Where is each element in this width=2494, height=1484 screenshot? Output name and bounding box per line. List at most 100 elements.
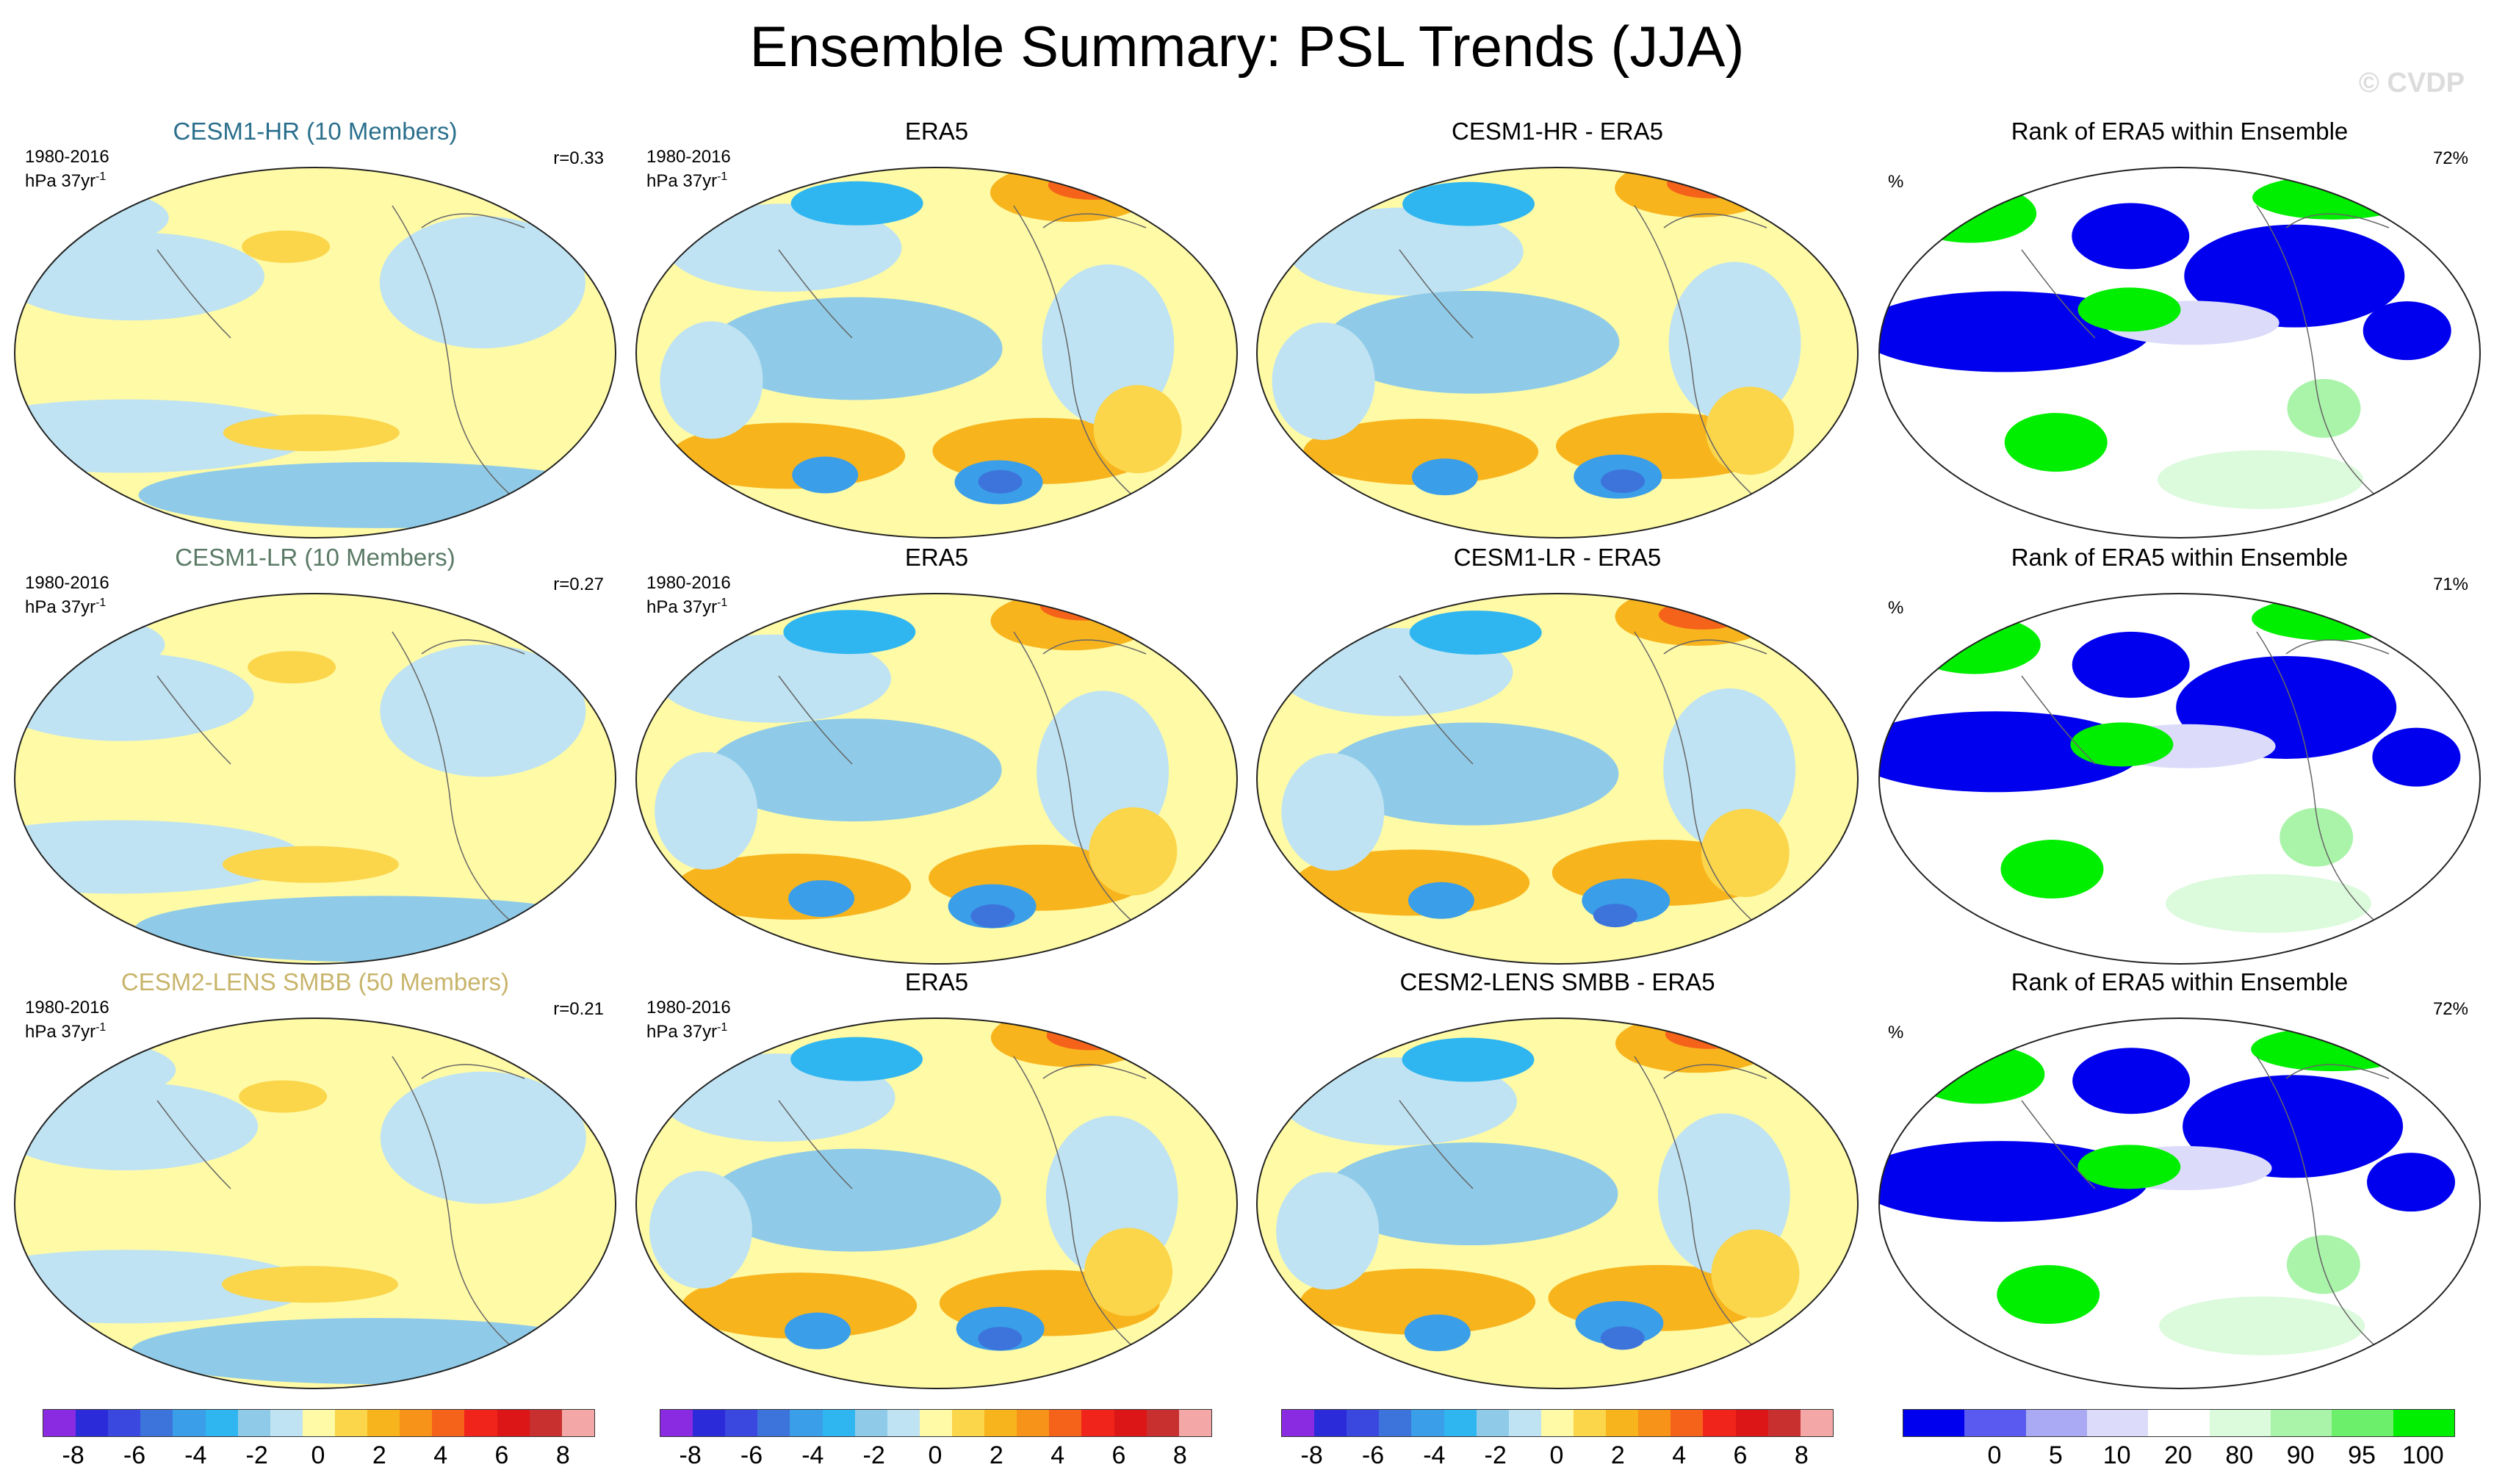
rank-region <box>2072 1048 2191 1114</box>
panel-meta: 1980-2016 hPa 37yr-1 <box>25 573 109 617</box>
map-border <box>635 1017 1238 1389</box>
map-border <box>14 1017 616 1389</box>
colorbar-swatch <box>1735 1410 1768 1436</box>
trend-region <box>1402 181 1535 226</box>
colorbar-swatch <box>205 1410 238 1436</box>
rank-unit-label: % <box>1888 172 1904 192</box>
colorbar-tick-label: -4 <box>1423 1441 1446 1469</box>
colorbar-swatch <box>367 1410 400 1436</box>
trend-region <box>1658 599 1747 630</box>
coastline <box>2021 631 2390 934</box>
colorbar-tick-label: -8 <box>1300 1441 1323 1469</box>
panel-title: ERA5 <box>904 968 969 995</box>
rank-region <box>2252 175 2415 220</box>
rank-region <box>2279 807 2354 867</box>
trend-region <box>1601 469 1646 494</box>
trend-region <box>707 718 1002 822</box>
panel-meta: 1980-2016 hPa 37yr-1 <box>646 998 731 1042</box>
rank-region <box>1879 711 2143 793</box>
colorbar-swatch <box>951 1410 985 1436</box>
trend-region <box>666 203 902 292</box>
figure-title: Ensemble Summary: PSL Trends (JJA) <box>749 14 1745 79</box>
colorbar-tick-label: 5 <box>2048 1441 2063 1469</box>
period-label: 1980-2016 <box>25 147 109 167</box>
coastline <box>2021 1056 2390 1358</box>
colorbar-swatch <box>1964 1410 2026 1436</box>
colorbar-tick-label: 4 <box>1050 1441 1065 1469</box>
colorbar-swatch <box>1671 1410 1704 1436</box>
rank-region <box>1879 291 2152 372</box>
map-field <box>1257 168 1858 538</box>
map-border <box>635 167 1238 539</box>
trend-region <box>1093 385 1182 474</box>
trend-region <box>792 456 859 494</box>
units-label: hPa 37yr-1 <box>646 170 728 191</box>
rank-region <box>2077 287 2181 332</box>
colorbar-swatch <box>1379 1410 1412 1436</box>
rank-region <box>1997 1265 2100 1325</box>
colorbar-swatch <box>2209 1410 2271 1436</box>
rank-percent-label: 71% <box>2432 574 2468 594</box>
colorbar-swatch <box>725 1410 758 1436</box>
trend-region <box>655 634 891 723</box>
trend-region <box>1408 882 1474 919</box>
panel-meta: 1980-2016 hPa 37yr-1 <box>25 998 109 1042</box>
colorbar-swatch <box>919 1410 952 1436</box>
trend-region <box>970 904 1015 928</box>
period-label: 1980-2016 <box>646 573 731 593</box>
colorbar-swatch <box>854 1410 887 1436</box>
trend-region <box>1272 322 1375 440</box>
panel-meta: 1980-2016 hPa 37yr-1 <box>25 147 109 191</box>
correlation-label: r=0.21 <box>553 999 604 1019</box>
trend-colorbar: -8 -6 -4 -2 0 2 4 6 8 <box>1281 1409 1834 1475</box>
trend-region <box>239 1080 328 1113</box>
trend-region <box>1084 1228 1173 1316</box>
map-field <box>1257 1018 1858 1388</box>
panel-title: CESM1-HR - ERA5 <box>1452 118 1663 145</box>
map-border <box>1256 593 1859 965</box>
rank-map <box>1878 593 2481 965</box>
trend-region <box>1600 1326 1645 1350</box>
map-field <box>15 168 616 538</box>
cvdp-watermark: © CVDP <box>2358 68 2465 98</box>
trend-region <box>15 232 264 321</box>
trend-region <box>1411 458 1478 496</box>
colorbar-tick-label: -2 <box>1484 1441 1507 1469</box>
colorbar-swatch <box>1411 1410 1444 1436</box>
trend-region <box>1402 1037 1535 1082</box>
units-label: hPa 37yr-1 <box>25 597 107 617</box>
trend-region <box>380 1071 586 1204</box>
colorbar-tick-label: -6 <box>123 1441 146 1469</box>
model-panel: CESM2-LENS SMBB (50 Members) 1980-2016 hPa… <box>10 968 620 1389</box>
rank-panel: Rank of ERA5 within Ensemble% 71% <box>1875 544 2484 965</box>
rank-region <box>1912 1045 2045 1104</box>
units-label: hPa 37yr-1 <box>25 170 107 191</box>
map-field <box>1879 594 2480 964</box>
trend-region <box>1593 904 1637 928</box>
trend-region <box>788 880 855 918</box>
colorbar-swatch <box>334 1410 368 1436</box>
rank-percent-label: 72% <box>2432 999 2468 1019</box>
colorbar-swatch <box>2393 1410 2454 1436</box>
colorbar-tick-label: 2 <box>372 1441 386 1469</box>
colorbar-swatch <box>1606 1410 1639 1436</box>
period-label: 1980-2016 <box>646 147 731 167</box>
map-border <box>14 593 616 965</box>
colorbar-swatch <box>2270 1410 2332 1436</box>
panel-title: CESM1-LR (10 Members) <box>175 544 455 571</box>
colorbar-tick-label: 8 <box>1794 1441 1809 1469</box>
colorbar-tick-label: 2 <box>989 1441 1003 1469</box>
colorbar-swatch <box>1767 1410 1801 1436</box>
rank-region <box>2004 413 2108 472</box>
trend-region <box>1288 207 1524 296</box>
colorbar-tick-label: -2 <box>245 1441 268 1469</box>
colorbar-swatch <box>1508 1410 1541 1436</box>
model-panel: CESM1-HR (10 Members) 1980-2016 hPa 37yr-1… <box>10 118 620 539</box>
period-label: 1980-2016 <box>25 573 109 593</box>
model-panel: CESM1-LR (10 Members) 1980-2016 hPa 37yr-1… <box>10 544 620 965</box>
trend-colorbar: -8 -6 -4 -2 0 2 4 6 8 <box>660 1409 1212 1475</box>
colorbar-tick-label: 95 <box>2348 1441 2376 1469</box>
colorbar-swatch <box>887 1410 920 1436</box>
coastline <box>156 1056 525 1358</box>
model-map <box>14 593 616 965</box>
